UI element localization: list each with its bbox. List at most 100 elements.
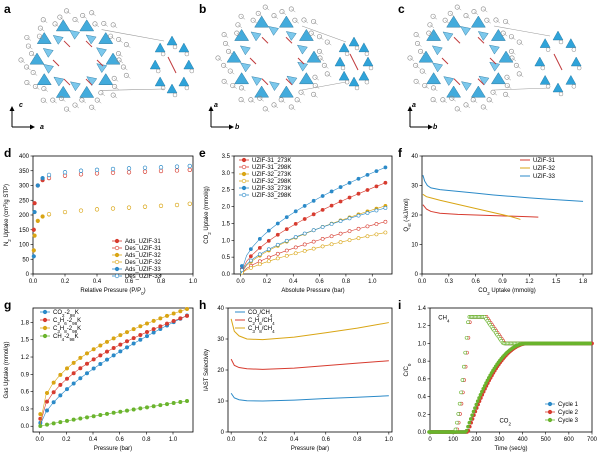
data-point-CH4-298K <box>38 424 43 429</box>
data-point-C2H6-298K <box>98 353 103 358</box>
data-point-C2H6-298K <box>105 349 110 354</box>
data-point-UZIF-33_298K <box>284 238 289 243</box>
linker-bond-c <box>428 32 433 37</box>
plot-frame <box>421 155 593 275</box>
data-point-C2H6-298K <box>125 339 130 344</box>
tetrahedron-a <box>105 52 121 65</box>
linker-ring-b <box>288 104 294 110</box>
data-point-Ads_UZIF-33 <box>35 183 40 188</box>
data-point-C2H6-298K <box>165 321 170 326</box>
linker-ring-c <box>449 95 455 101</box>
bond-c <box>453 78 461 86</box>
data-point-UZIF-33_298K <box>329 222 334 226</box>
data-point-CH4-298K <box>65 418 70 423</box>
data-point-UZIF-31_273K <box>284 227 289 232</box>
linker-ring-a <box>72 102 78 108</box>
annotation-ch4: CH4 <box>438 316 450 324</box>
data-point-C2H6-298K <box>91 357 96 362</box>
data-point-ch4-Cycle 3 <box>459 390 463 395</box>
linker-ring-c <box>484 17 490 23</box>
linker-bond-a <box>118 39 123 43</box>
inset-linker-c <box>571 84 577 89</box>
x-tick-label: 0.2 <box>263 279 272 285</box>
y-tick-label: 0.0 <box>418 430 427 436</box>
linker-ring-a <box>18 57 24 63</box>
axis-b-horizontal: b <box>235 124 240 131</box>
linker-bond-c <box>465 15 471 19</box>
bond-c <box>477 36 485 44</box>
y-tick-label: 0 <box>415 272 419 278</box>
linker-ring-a <box>24 80 30 86</box>
data-point-co2-Cycle 3 <box>468 417 473 421</box>
data-point-UZIF-31_273K <box>338 199 343 204</box>
inset-linker-c <box>558 39 564 45</box>
linker-ring-a <box>52 21 58 27</box>
legend-CH4-298K: CH4-298K <box>53 334 79 342</box>
legend-marker <box>42 325 48 331</box>
linker-ring-c <box>414 41 420 47</box>
axis-arrowhead-horizontal-c <box>428 124 433 130</box>
linker-bond-b <box>313 94 318 98</box>
linker-bond-c <box>519 73 524 78</box>
data-point-CO2-298K <box>145 334 150 339</box>
linker-ring-b <box>316 48 322 54</box>
linker-ring-b <box>324 39 330 45</box>
tetrahedron-c <box>432 62 443 73</box>
data-point-Ads_UZIF-32 <box>32 233 37 238</box>
data-point-C3H8-298K <box>91 347 96 352</box>
panel-label-g: g <box>4 298 12 312</box>
linker-ring-b <box>262 4 268 10</box>
linker-ring-a <box>24 34 30 40</box>
y-tick-label: 0.2 <box>418 412 427 418</box>
linker-bond-a <box>103 23 108 27</box>
data-point-UZIF-32_298K <box>320 244 325 249</box>
linker-bond-c <box>417 43 422 47</box>
data-point-UZIF-33_298K <box>275 242 280 247</box>
linker-ring-c <box>413 62 419 68</box>
data-point-CH4-298K <box>178 399 183 404</box>
legend-UZIF-33: UZIF-33 <box>533 174 556 180</box>
data-point-UZIF-31_298K <box>275 251 280 256</box>
framework-b <box>208 4 374 130</box>
legend-UZIF-32_298K: UZIF-32_298K <box>252 179 291 185</box>
linker-ring-c <box>500 30 506 36</box>
y-axis-label: IAST Selectivity <box>204 349 210 391</box>
tetrahedron-b <box>268 26 279 36</box>
linker-bond-c <box>495 19 501 24</box>
data-point-C2H6-298K <box>44 399 49 404</box>
y-tick-label: 0 <box>26 272 30 278</box>
series-line-C2H6/CH4 <box>230 358 389 370</box>
data-point-UZIF-33_298K <box>240 268 244 272</box>
inset-bond-b <box>349 53 359 71</box>
linker-bond-b <box>313 21 318 25</box>
linker-bond-c <box>420 51 425 55</box>
inset-tetrahedron-b <box>348 76 360 87</box>
linker-bond-c <box>511 57 517 62</box>
data-point-UZIF-31_273K <box>311 212 316 217</box>
linker-ring-b <box>271 102 277 108</box>
x-tick-label: 0.8 <box>342 279 351 285</box>
axis-a-vertical: c <box>19 102 23 109</box>
data-point-UZIF-31_273K <box>248 254 253 259</box>
legend-marker <box>547 401 553 407</box>
linker-bond-a <box>61 98 66 102</box>
x-tick-label: 1.0 <box>385 437 394 443</box>
legend-Des_UZIF-32: Des_UZIF-32 <box>125 260 162 266</box>
tetrahedron-c <box>431 45 443 56</box>
x-tick-label: 0.9 <box>498 279 507 285</box>
data-point-ch4-Cycle 3 <box>456 412 461 416</box>
data-point-Ads_UZIF-32 <box>35 218 40 223</box>
data-point-UZIF-32_298K <box>338 240 343 245</box>
data-point-UZIF-31_298K <box>284 248 289 253</box>
legend-marker <box>241 185 247 191</box>
data-point-co2-Cycle 3 <box>482 384 487 388</box>
linker-bond-c <box>415 65 420 69</box>
linker-ring-c <box>504 83 510 89</box>
y-tick-label: 1.2 <box>418 324 427 330</box>
legend-marker <box>114 245 120 251</box>
linker-ring-c <box>490 89 496 95</box>
data-point-Des_UZIF-32 <box>78 208 84 213</box>
data-point-UZIF-31_298K <box>365 224 370 229</box>
tetrahedron-a <box>79 85 95 98</box>
x-tick-label: 0.6 <box>115 437 124 443</box>
